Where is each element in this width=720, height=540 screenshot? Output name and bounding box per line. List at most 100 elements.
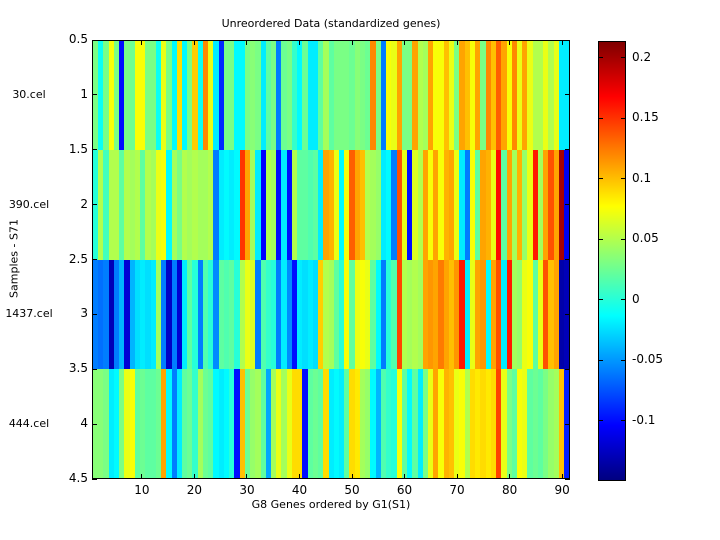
- heatmap-cell: [480, 41, 486, 151]
- heatmap-cell: [417, 150, 423, 260]
- y-axis-tick: [565, 149, 570, 151]
- heatmap-cell: [433, 368, 439, 478]
- heatmap-cell: [412, 368, 418, 478]
- heatmap-cell: [307, 41, 313, 151]
- y-axis-tick: [565, 368, 570, 370]
- heatmap-cell: [422, 41, 428, 151]
- heatmap-cell: [270, 41, 277, 151]
- heatmap-cell: [176, 368, 182, 478]
- heatmap-cell: [223, 368, 230, 478]
- heatmap-cell: [438, 259, 444, 369]
- heatmap-cell: [291, 259, 298, 369]
- heatmap-cell: [239, 41, 245, 151]
- y-axis-tick: [565, 259, 570, 260]
- heatmap-cell: [218, 41, 224, 151]
- heatmap-cell: [113, 150, 120, 260]
- heatmap-cell: [407, 368, 413, 478]
- heatmap-cell: [286, 368, 292, 478]
- colorbar-tick-label: 0.05: [632, 231, 659, 246]
- heatmap-cell: [134, 368, 141, 478]
- x-axis-tick: [246, 40, 248, 45]
- heatmap-cell: [276, 259, 282, 369]
- heatmap-cell: [134, 41, 141, 151]
- heatmap-cell: [490, 41, 497, 151]
- heatmap-cell: [108, 368, 114, 478]
- heatmap-cell: [108, 259, 114, 369]
- x-axis-tick-label: 80: [501, 483, 518, 497]
- heatmap-cell: [375, 368, 381, 478]
- heatmap-cell: [532, 368, 538, 478]
- heatmap-cell: [181, 259, 188, 369]
- heatmap-cell: [501, 41, 507, 151]
- heatmap-cell: [407, 259, 413, 369]
- heatmap-cell: [213, 368, 219, 478]
- heatmap-cell: [365, 150, 371, 260]
- heatmap-cell: [202, 259, 209, 369]
- heatmap-cell: [375, 150, 381, 260]
- heatmap-cell: [312, 259, 319, 369]
- heatmap-cell: [328, 368, 334, 478]
- heatmap-cell: [103, 259, 109, 369]
- heatmap-cell: [496, 150, 502, 260]
- heatmap-cell: [391, 368, 397, 478]
- heatmap-cell: [532, 259, 538, 369]
- heatmap-cell: [396, 150, 402, 260]
- y-axis-tick: [92, 368, 97, 370]
- heatmap-cell: [187, 368, 193, 478]
- heatmap-cell: [564, 41, 570, 151]
- heatmap-cell: [412, 41, 418, 151]
- heatmap-cell: [197, 368, 203, 478]
- colorbar-tick: [598, 238, 603, 240]
- colorbar-tick-label: 0.15: [632, 110, 659, 125]
- heatmap-cell: [297, 150, 303, 260]
- heatmap-cell: [506, 41, 512, 151]
- heatmap-cell: [448, 41, 455, 151]
- x-axis-tick: [193, 40, 195, 45]
- x-axis-tick: [404, 474, 406, 479]
- heatmap-cell: [323, 368, 329, 478]
- y-axis-tick: [92, 94, 97, 96]
- x-axis-tick: [404, 40, 406, 45]
- heatmap-cell: [475, 41, 481, 151]
- heatmap-cell: [475, 150, 481, 260]
- heatmap-cell: [176, 41, 182, 151]
- y-axis-tick: [565, 313, 570, 315]
- heatmap-cell: [428, 368, 434, 478]
- sample-label: 390.cel: [8, 197, 50, 211]
- heatmap-cell: [522, 150, 528, 260]
- x-axis-tick: [456, 474, 458, 479]
- x-axis-tick: [246, 474, 248, 479]
- heatmap-cell: [328, 259, 334, 369]
- heatmap-cell: [119, 259, 125, 369]
- heatmap-cell: [480, 368, 486, 478]
- heatmap-cell: [181, 368, 188, 478]
- heatmap-cell: [553, 259, 559, 369]
- heatmap-cell: [260, 259, 266, 369]
- heatmap-cell: [98, 259, 104, 369]
- heatmap-cell: [344, 368, 350, 478]
- heatmap-cell: [365, 259, 371, 369]
- colorbar: [598, 41, 626, 481]
- heatmap-cell: [291, 41, 298, 151]
- heatmap-cell: [396, 368, 402, 478]
- heatmap-cell: [202, 41, 209, 151]
- heatmap-cell: [537, 368, 544, 478]
- heatmap-cell: [140, 41, 146, 151]
- colorbar-tick-label: 0.2: [632, 49, 652, 64]
- heatmap-cell: [333, 150, 340, 260]
- heatmap-cell: [197, 41, 203, 151]
- heatmap-cell: [150, 368, 156, 478]
- heatmap-cell: [548, 150, 554, 260]
- heatmap-cell: [302, 41, 308, 151]
- heatmap-cell: [265, 41, 271, 151]
- heatmap-cell: [181, 150, 188, 260]
- heatmap-cell: [213, 150, 219, 260]
- heatmap-cell: [150, 259, 156, 369]
- heatmap-cell: [490, 150, 497, 260]
- y-axis-tick-label: 0.5: [68, 32, 88, 46]
- heatmap-cell: [281, 150, 287, 260]
- heatmap-cell: [370, 259, 376, 369]
- heatmap-cell: [218, 150, 224, 260]
- heatmap-cell: [113, 259, 120, 369]
- heatmap-cell: [229, 368, 235, 478]
